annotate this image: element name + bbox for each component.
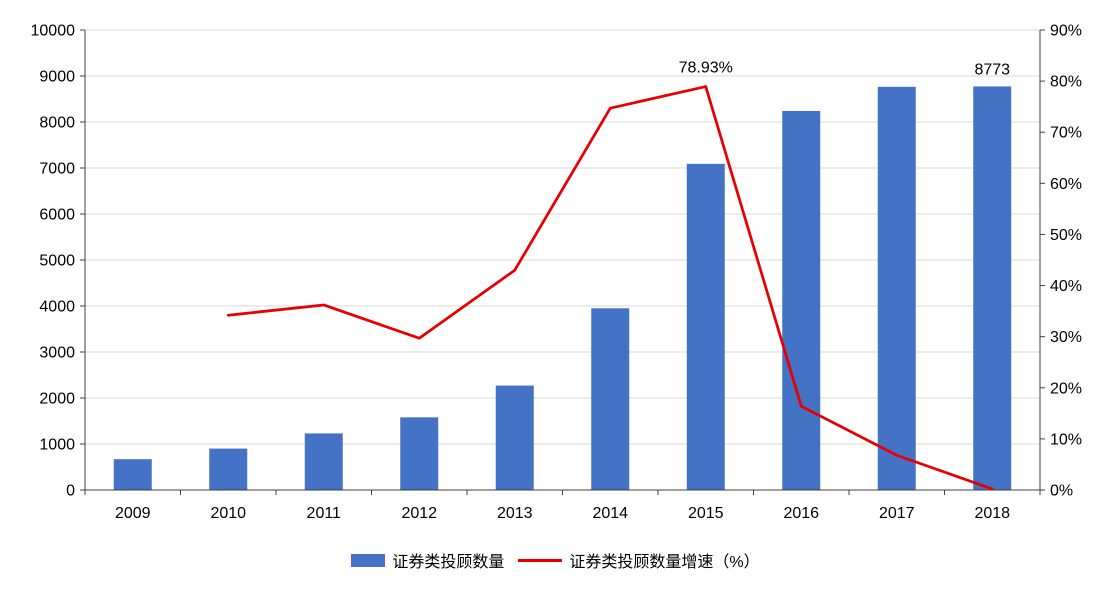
y2-axis-label: 50% <box>1050 227 1082 244</box>
y-axis-label: 5000 <box>39 253 75 270</box>
y-axis-label: 9000 <box>39 69 75 86</box>
line-series-swatch-icon <box>518 558 563 562</box>
bar-2011 <box>304 433 343 490</box>
legend-item-line-series: 证券类投顾数量增速（%） <box>518 548 760 572</box>
x-axis-label: 2015 <box>688 505 724 522</box>
growth-line <box>226 85 994 491</box>
y-axis-label: 7000 <box>39 161 75 178</box>
y2-axis-label: 90% <box>1050 23 1082 40</box>
y2-axis-label: 20% <box>1050 380 1082 397</box>
x-axis-label: 2012 <box>401 505 437 522</box>
bar-2012 <box>400 417 439 490</box>
bar-2013 <box>495 385 534 490</box>
x-axis-label: 2016 <box>783 505 819 522</box>
bar-2015 <box>686 163 725 491</box>
y2-axis-label: 80% <box>1050 74 1082 91</box>
y2-axis-label: 30% <box>1050 329 1082 346</box>
x-axis-label: 2009 <box>115 505 151 522</box>
y-axis-label: 3000 <box>39 345 75 362</box>
y-axis-label: 10000 <box>31 23 76 40</box>
legend-label-bar-series: 证券类投顾数量 <box>392 554 505 571</box>
y-axis-label: 8000 <box>39 115 75 132</box>
y-axis-label: 2000 <box>39 391 75 408</box>
y2-axis-label: 40% <box>1050 278 1082 295</box>
y2-axis-label: 70% <box>1050 125 1082 142</box>
x-axis-label: 2014 <box>592 505 628 522</box>
bar-2018 <box>973 86 1012 490</box>
data-label: 8773 <box>974 61 1010 78</box>
legend-label-line-series: 证券类投顾数量增速（%） <box>569 554 760 571</box>
chart-plot-area: 0 1000 2000 3000 4000 5000 6000 7000 8000 9000 100… <box>31 23 1083 523</box>
x-axis-label: 2013 <box>497 505 533 522</box>
bar-2009 <box>113 459 152 490</box>
y-axis-label: 0 <box>66 483 75 500</box>
y2-axis-label: 60% <box>1050 176 1082 193</box>
bar-series-swatch-icon <box>351 553 386 567</box>
bar-2017 <box>877 86 916 490</box>
x-axis-label: 2011 <box>307 505 342 522</box>
y-axis-label: 6000 <box>39 207 75 224</box>
x-axis-label: 2018 <box>974 505 1010 522</box>
y2-axis-label: 0% <box>1050 483 1073 500</box>
bar-2014 <box>591 308 630 490</box>
bar-2016 <box>782 110 821 491</box>
y-axis-label: 4000 <box>39 299 75 316</box>
data-label: 78.93% <box>679 60 733 77</box>
legend-item-bar-series: 证券类投顾数量 <box>351 548 504 572</box>
x-axis-label: 2010 <box>210 505 246 522</box>
chart-legend: 证券类投顾数量 证券类投顾数量增速（%） <box>0 548 1111 572</box>
x-axis-label: 2017 <box>879 505 915 522</box>
y2-axis-label: 10% <box>1050 431 1082 448</box>
y-axis-label: 1000 <box>39 437 75 454</box>
bar-2010 <box>209 448 248 490</box>
